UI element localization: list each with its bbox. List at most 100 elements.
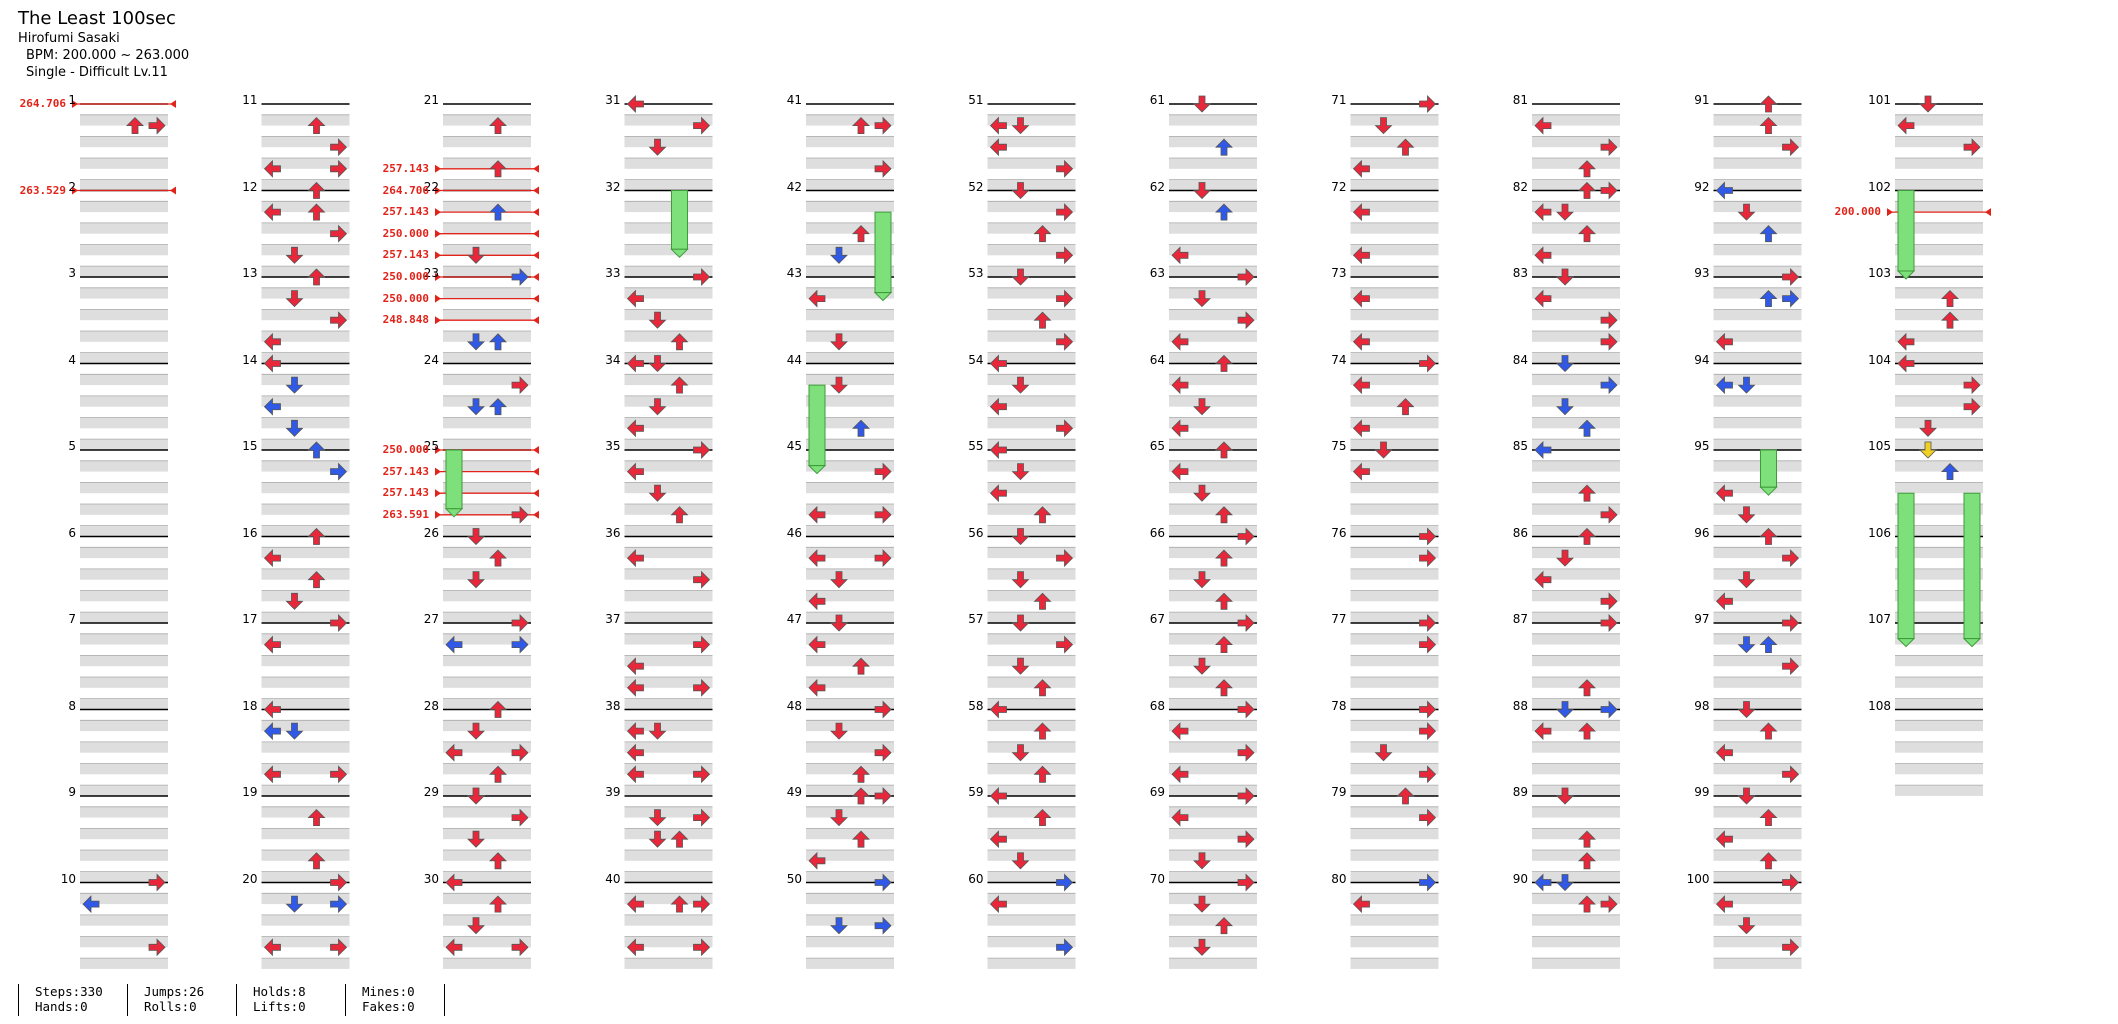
right-arrow-note: [1056, 938, 1074, 957]
right-arrow-note: [511, 743, 529, 762]
beat-band: [806, 331, 894, 342]
beat-band: [1532, 309, 1620, 321]
bpm-change-label: 257.143: [382, 464, 429, 478]
hold-note: [1759, 449, 1778, 496]
beat-band: [806, 482, 894, 494]
right-arrow-note: [1419, 527, 1437, 546]
bpm-change-label: 200.000: [1834, 205, 1881, 219]
down-arrow-note: [285, 592, 304, 610]
beat-band: [1713, 331, 1802, 342]
beat-band: [624, 244, 713, 256]
down-arrow-note: [1011, 528, 1030, 546]
right-arrow-note: [1963, 376, 1981, 395]
measure-number: 48: [786, 698, 802, 713]
beat-band: [261, 720, 350, 732]
up-arrow-note: [852, 657, 870, 675]
measure-number: 87: [1512, 612, 1528, 626]
up-arrow-note: [1033, 679, 1052, 697]
beat-band: [1350, 114, 1439, 126]
beat-band: [1895, 633, 1983, 645]
measure-number: 99: [1694, 785, 1710, 799]
right-arrow-note: [330, 159, 348, 178]
beat-band: [624, 677, 713, 688]
left-arrow-note: [1534, 246, 1552, 265]
down-arrow-note: [1737, 787, 1756, 805]
left-arrow-note: [626, 722, 644, 741]
down-arrow-note: [1193, 895, 1211, 913]
beat-band: [1532, 741, 1620, 753]
beat-band: [261, 266, 350, 277]
up-arrow-note: [1578, 225, 1596, 243]
right-arrow-note: [1600, 505, 1618, 524]
right-arrow-note: [1600, 700, 1618, 719]
up-arrow-note: [1215, 636, 1233, 653]
beat-band: [1169, 482, 1257, 494]
beat-band: [1895, 568, 1983, 580]
beat-band: [1532, 374, 1620, 386]
right-arrow-note: [1963, 138, 1981, 157]
beat-band: [806, 914, 894, 926]
measure-number: 14: [242, 352, 258, 367]
beat-band: [806, 417, 894, 429]
measure-number: 71: [1331, 93, 1347, 107]
bpm-change-label: 250.000: [382, 443, 429, 456]
beat-band: [261, 287, 350, 299]
beat-band: [1895, 698, 1983, 710]
beat-band: [443, 871, 531, 883]
beat-band: [1895, 460, 1983, 472]
beat-band: [1532, 914, 1620, 926]
beat-band: [624, 763, 713, 775]
beat-band: [443, 179, 531, 191]
beat-band: [1713, 698, 1802, 710]
up-arrow-note: [670, 506, 689, 524]
beat-band: [443, 417, 531, 429]
measure-number: 17: [242, 612, 258, 626]
up-arrow-note: [1033, 225, 1052, 243]
beat-band: [261, 633, 350, 645]
beat-band: [443, 958, 531, 969]
left-arrow-note: [989, 354, 1007, 373]
beat-band: [443, 806, 531, 818]
beat-band: [1713, 504, 1802, 515]
chart-stats: Steps:330 Hands:0 Jumps:26 Rolls:0 Holds…: [18, 984, 445, 1016]
up-arrow-note: [1396, 398, 1415, 416]
beat-band: [624, 287, 713, 299]
beat-band: [443, 222, 531, 234]
stat-jumps: Jumps:26: [144, 984, 205, 999]
measure-number: 41: [786, 93, 802, 107]
up-arrow-note: [852, 117, 870, 134]
beat-band: [1169, 785, 1257, 796]
beat-band: [1350, 871, 1439, 883]
beat-band: [443, 612, 531, 623]
beat-band: [624, 914, 713, 926]
beat-band: [80, 395, 168, 407]
down-arrow-note: [830, 614, 848, 632]
right-arrow-note: [1600, 614, 1618, 632]
hold-body: [445, 449, 463, 510]
beat-band: [1350, 201, 1439, 213]
beat-band: [987, 720, 1076, 732]
beat-band: [624, 806, 713, 818]
beat-band: [1713, 482, 1802, 494]
down-arrow-note: [830, 809, 848, 827]
right-arrow-note: [511, 376, 529, 395]
beat-band: [1895, 201, 1983, 213]
right-arrow-note: [1782, 765, 1800, 784]
bpm-change-label: 264.706: [19, 97, 66, 110]
beat-band: [1169, 850, 1257, 861]
beat-band: [1350, 287, 1439, 299]
measure-number: 96: [1694, 525, 1710, 540]
bpm-change-start-marker: [435, 208, 441, 217]
beat-band: [624, 871, 713, 883]
beat-band: [1713, 222, 1802, 234]
beat-band: [1169, 763, 1257, 775]
beat-band: [80, 741, 168, 753]
beat-band: [1350, 266, 1439, 277]
beat-band: [443, 914, 531, 926]
beat-band: [987, 374, 1076, 386]
down-arrow-note: [1193, 852, 1211, 870]
up-arrow-note: [1033, 809, 1052, 826]
right-arrow-note: [1600, 181, 1618, 200]
beat-band: [1169, 309, 1257, 321]
beat-band: [1350, 720, 1439, 732]
